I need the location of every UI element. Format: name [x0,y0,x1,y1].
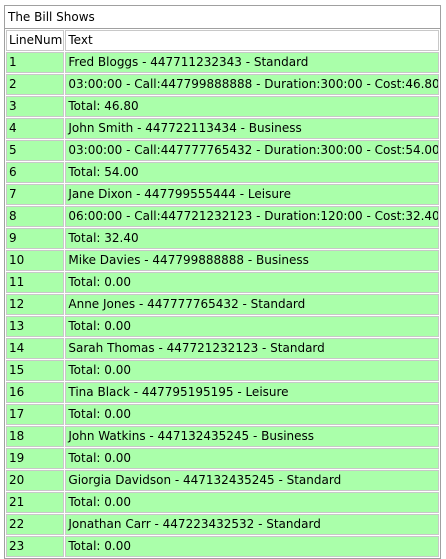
cell-linenum: 21 [6,492,65,513]
cell-text: Total: 0.00 [65,272,439,293]
table-row: 19 Total: 0.00 [6,448,439,469]
cell-linenum: 17 [6,404,65,425]
cell-text: John Watkins - 447132435245 - Business [65,426,439,447]
table-row: 20 Giorgia Davidson - 447132435245 - Stan… [6,470,439,491]
cell-linenum: 7 [6,184,65,205]
cell-text: Jonathan Carr - 447223432532 - Standard [65,514,439,535]
cell-linenum: 16 [6,382,65,403]
table-row: 3 Total: 46.80 [6,96,439,117]
cell-text: 03:00:00 - Call:447777765432 - Duration:… [65,140,439,161]
cell-text: Tina Black - 447795195195 - Leisure [65,382,439,403]
cell-text: Total: 54.00 [65,162,439,183]
cell-text: Total: 0.00 [65,448,439,469]
cell-linenum: 8 [6,206,65,227]
table-row: 2 03:00:00 - Call:447799888888 - Duration… [6,74,439,95]
cell-text: 03:00:00 - Call:447799888888 - Duration:… [65,74,439,95]
table-row: 6 Total: 54.00 [6,162,439,183]
table-row: 4 John Smith - 447722113434 - Business [6,118,439,139]
table-row: 9 Total: 32.40 [6,228,439,249]
cell-linenum: 1 [6,52,65,73]
cell-linenum: 5 [6,140,65,161]
table-row: 14 Sarah Thomas - 447721232123 - Standard [6,338,439,359]
cell-text: Total: 0.00 [65,536,439,557]
table-caption: The Bill Shows [4,5,441,28]
cell-linenum: 6 [6,162,65,183]
cell-text: Total: 0.00 [65,360,439,381]
table-body: 1 Fred Bloggs - 447711232343 - Standard 2 0… [6,52,439,557]
cell-linenum: 14 [6,338,65,359]
cell-linenum: 3 [6,96,65,117]
cell-linenum: 15 [6,360,65,381]
cell-text: Fred Bloggs - 447711232343 - Standard [65,52,439,73]
table-row: 22 Jonathan Carr - 447223432532 - Standar… [6,514,439,535]
table-row: 10 Mike Davies - 447799888888 - Business [6,250,439,271]
bill-table-container: The Bill Shows LineNum Text 1 Fred Bloggs… [4,5,441,559]
table-row: 17 Total: 0.00 [6,404,439,425]
cell-linenum: 22 [6,514,65,535]
cell-text: Anne Jones - 447777765432 - Standard [65,294,439,315]
cell-linenum: 11 [6,272,65,293]
cell-text: Total: 0.00 [65,404,439,425]
cell-text: Mike Davies - 447799888888 - Business [65,250,439,271]
header-row: LineNum Text [6,30,439,51]
column-header-text: Text [65,30,439,51]
table-row: 7 Jane Dixon - 447799555444 - Leisure [6,184,439,205]
table-row: 18 John Watkins - 447132435245 - Business [6,426,439,447]
table-row: 8 06:00:00 - Call:447721232123 - Duration… [6,206,439,227]
table-row: 23 Total: 0.00 [6,536,439,557]
cell-linenum: 19 [6,448,65,469]
cell-linenum: 2 [6,74,65,95]
cell-text: Sarah Thomas - 447721232123 - Standard [65,338,439,359]
cell-text: John Smith - 447722113434 - Business [65,118,439,139]
table-row: 16 Tina Black - 447795195195 - Leisure [6,382,439,403]
cell-linenum: 4 [6,118,65,139]
table-row: 13 Total: 0.00 [6,316,439,337]
cell-text: Total: 0.00 [65,492,439,513]
table-row: 12 Anne Jones - 447777765432 - Standard [6,294,439,315]
cell-linenum: 9 [6,228,65,249]
cell-text: 06:00:00 - Call:447721232123 - Duration:… [65,206,439,227]
column-header-linenum: LineNum [6,30,65,51]
cell-text: Giorgia Davidson - 447132435245 - Standa… [65,470,439,491]
cell-text: Total: 46.80 [65,96,439,117]
table-row: 15 Total: 0.00 [6,360,439,381]
cell-linenum: 12 [6,294,65,315]
cell-linenum: 23 [6,536,65,557]
cell-linenum: 13 [6,316,65,337]
table-row: 5 03:00:00 - Call:447777765432 - Duration… [6,140,439,161]
cell-text: Jane Dixon - 447799555444 - Leisure [65,184,439,205]
cell-linenum: 20 [6,470,65,491]
table-row: 11 Total: 0.00 [6,272,439,293]
cell-linenum: 10 [6,250,65,271]
table-row: 1 Fred Bloggs - 447711232343 - Standard [6,52,439,73]
table-row: 21 Total: 0.00 [6,492,439,513]
cell-text: Total: 0.00 [65,316,439,337]
cell-text: Total: 32.40 [65,228,439,249]
bill-table: The Bill Shows LineNum Text 1 Fred Bloggs… [4,5,441,559]
cell-linenum: 18 [6,426,65,447]
